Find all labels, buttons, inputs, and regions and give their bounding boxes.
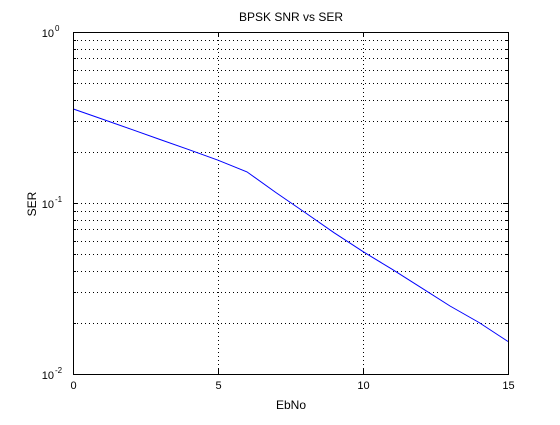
axes-box: [73, 32, 509, 375]
x-tick-label: 10: [357, 380, 369, 392]
x-tick-label: 5: [215, 380, 221, 392]
x-axis-label: EbNo: [276, 398, 306, 412]
y-tick-label-exponent: 0: [55, 24, 60, 33]
y-tick-label: 10: [42, 370, 54, 382]
y-tick-label: 10: [42, 28, 54, 40]
x-tick-label: 15: [502, 380, 514, 392]
series-line: [72, 108, 509, 342]
x-tick-label: 0: [70, 380, 76, 392]
series-layer: [72, 108, 509, 342]
y-tick-label-exponent: -2: [55, 366, 63, 375]
axes-layer: [73, 32, 509, 375]
y-axis-label: SER: [25, 191, 39, 216]
y-tick-label: 10: [42, 199, 54, 211]
y-tick-label-exponent: -1: [55, 195, 63, 204]
chart-title: BPSK SNR vs SER: [239, 10, 343, 24]
grid-layer: [73, 32, 508, 374]
